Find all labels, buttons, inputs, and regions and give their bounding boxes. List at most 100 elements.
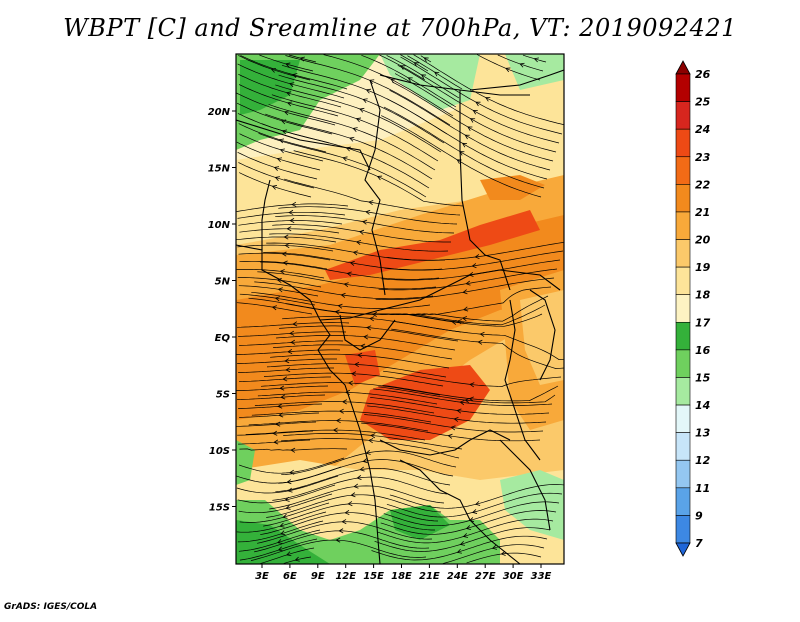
streamline-68 xyxy=(257,271,437,290)
streamline-20 xyxy=(400,56,563,135)
streamline-36 xyxy=(265,113,433,180)
streamline-138 xyxy=(263,503,439,527)
grads-credit: GrADS: IGES/COLA xyxy=(4,602,98,612)
wbpt-shade-8 xyxy=(325,210,540,280)
streamline-7 xyxy=(379,54,426,81)
streamline-arrow-32 xyxy=(464,134,470,140)
streamline-arrow-80 xyxy=(292,321,298,327)
streamline-108 xyxy=(367,405,547,424)
streamline-47 xyxy=(237,211,346,219)
streamline-arrow-28 xyxy=(278,138,285,144)
lat-label-7: 15S xyxy=(209,503,230,514)
streamline-140 xyxy=(374,527,551,552)
streamline-arrow-87 xyxy=(479,331,485,337)
wbpt-shade-17 xyxy=(390,505,450,540)
streamline-arrow-121 xyxy=(365,449,371,455)
streamline-91 xyxy=(270,353,450,369)
streamline-89 xyxy=(237,358,337,364)
streamline-arrow-133 xyxy=(282,513,288,519)
lat-label-0: 20N xyxy=(208,107,231,118)
streamline-115 xyxy=(245,429,426,441)
streamline-78 xyxy=(236,302,313,315)
colorbar-label-0: 26 xyxy=(695,68,711,81)
streamline-arrow-62 xyxy=(349,260,355,266)
colorbar-box-17 xyxy=(675,515,691,544)
streamline-arrow-86 xyxy=(287,348,293,355)
lat-label-6: 10S xyxy=(209,446,230,457)
streamline-99 xyxy=(378,386,556,404)
streamline-arrow-49 xyxy=(289,218,295,224)
colorbar-box-10 xyxy=(675,321,691,351)
streamline-arrow-140 xyxy=(459,540,465,546)
streamline-arrow-7 xyxy=(400,65,406,70)
streamline-arrow-102 xyxy=(459,400,465,406)
streamline-74 xyxy=(251,291,431,309)
figure-title: WBPT [C] and Sreamline at 700hPa, VT: 20… xyxy=(63,14,737,42)
streamline-arrow-54 xyxy=(283,234,289,240)
streamline-30 xyxy=(271,94,439,162)
streamline-arrow-24 xyxy=(362,98,368,104)
streamline-arrow-78 xyxy=(271,305,277,311)
colorbar-box-11 xyxy=(675,349,691,378)
streamline-arrow-90 xyxy=(477,339,483,345)
streamline-arrow-13 xyxy=(407,77,413,82)
streamline-27 xyxy=(275,84,442,153)
streamline-arrow-56 xyxy=(355,240,362,245)
streamline-arrow-8 xyxy=(270,67,277,73)
streamline-147 xyxy=(254,530,430,553)
streamline-6 xyxy=(476,54,541,81)
streamline-arrow-4 xyxy=(413,62,419,67)
streamline-97 xyxy=(263,372,444,387)
colorbar-label-12: 14 xyxy=(695,399,710,412)
streamline-149 xyxy=(466,552,542,564)
streamline-24 xyxy=(278,74,445,144)
streamline-98 xyxy=(236,385,329,391)
lat-label-1: 15N xyxy=(208,164,231,175)
colorbar-box-4 xyxy=(675,156,691,185)
border-line-10 xyxy=(469,69,564,91)
streamline-127 xyxy=(237,484,336,504)
streamline-arrow-116 xyxy=(273,439,279,445)
streamline-arrow-21 xyxy=(365,88,371,94)
streamline-54 xyxy=(236,236,337,243)
streamline-37 xyxy=(237,151,318,180)
streamline-arrow-57 xyxy=(284,243,290,249)
streamline-arrow-83 xyxy=(366,325,372,331)
streamline-32 xyxy=(389,89,551,171)
border-line-6 xyxy=(399,459,521,564)
streamline-arrow-93 xyxy=(469,382,475,388)
streamline-58 xyxy=(381,259,561,281)
streamline-arrow-132 xyxy=(353,483,359,489)
border-line-0 xyxy=(236,244,381,564)
border-line-2 xyxy=(459,90,511,291)
colorbar-label-5: 21 xyxy=(695,206,710,219)
streamline-arrow-53 xyxy=(358,229,365,235)
colorbar-box-5 xyxy=(675,184,691,213)
border-line-7 xyxy=(379,429,511,456)
streamline-arrow-74 xyxy=(337,303,343,309)
lat-label-4: EQ xyxy=(215,333,231,344)
streamline-arrow-123 xyxy=(362,458,368,464)
streamline-arrow-35 xyxy=(461,142,468,148)
streamline-142 xyxy=(238,529,321,552)
streamline-1 xyxy=(420,55,432,63)
streamline-arrow-0 xyxy=(533,57,539,63)
streamline-arrow-60 xyxy=(281,251,287,257)
colorbar-label-8: 18 xyxy=(695,289,711,302)
streamline-arrow-15 xyxy=(390,78,396,84)
streamline-arrow-92 xyxy=(285,367,291,373)
lon-label-7: 24E xyxy=(447,571,468,582)
lon-label-9: 30E xyxy=(503,571,524,582)
border-line-12 xyxy=(499,439,551,531)
streamline-71 xyxy=(254,281,434,300)
colorbar: 26 25 24 23 22 21 20 19 18 17 16 15 14 13 12 11 9 7 xyxy=(675,60,711,557)
lon-label-4: 15E xyxy=(363,571,384,582)
streamline-8 xyxy=(238,55,311,81)
streamline-143 xyxy=(371,535,548,561)
colorbar-box-7 xyxy=(675,239,691,268)
streamline-arrow-147 xyxy=(338,528,344,534)
wbpt-shade-11 xyxy=(345,350,380,385)
streamline-arrow-41 xyxy=(456,159,462,164)
streamline-28 xyxy=(238,123,327,153)
streamline-117 xyxy=(283,433,463,450)
